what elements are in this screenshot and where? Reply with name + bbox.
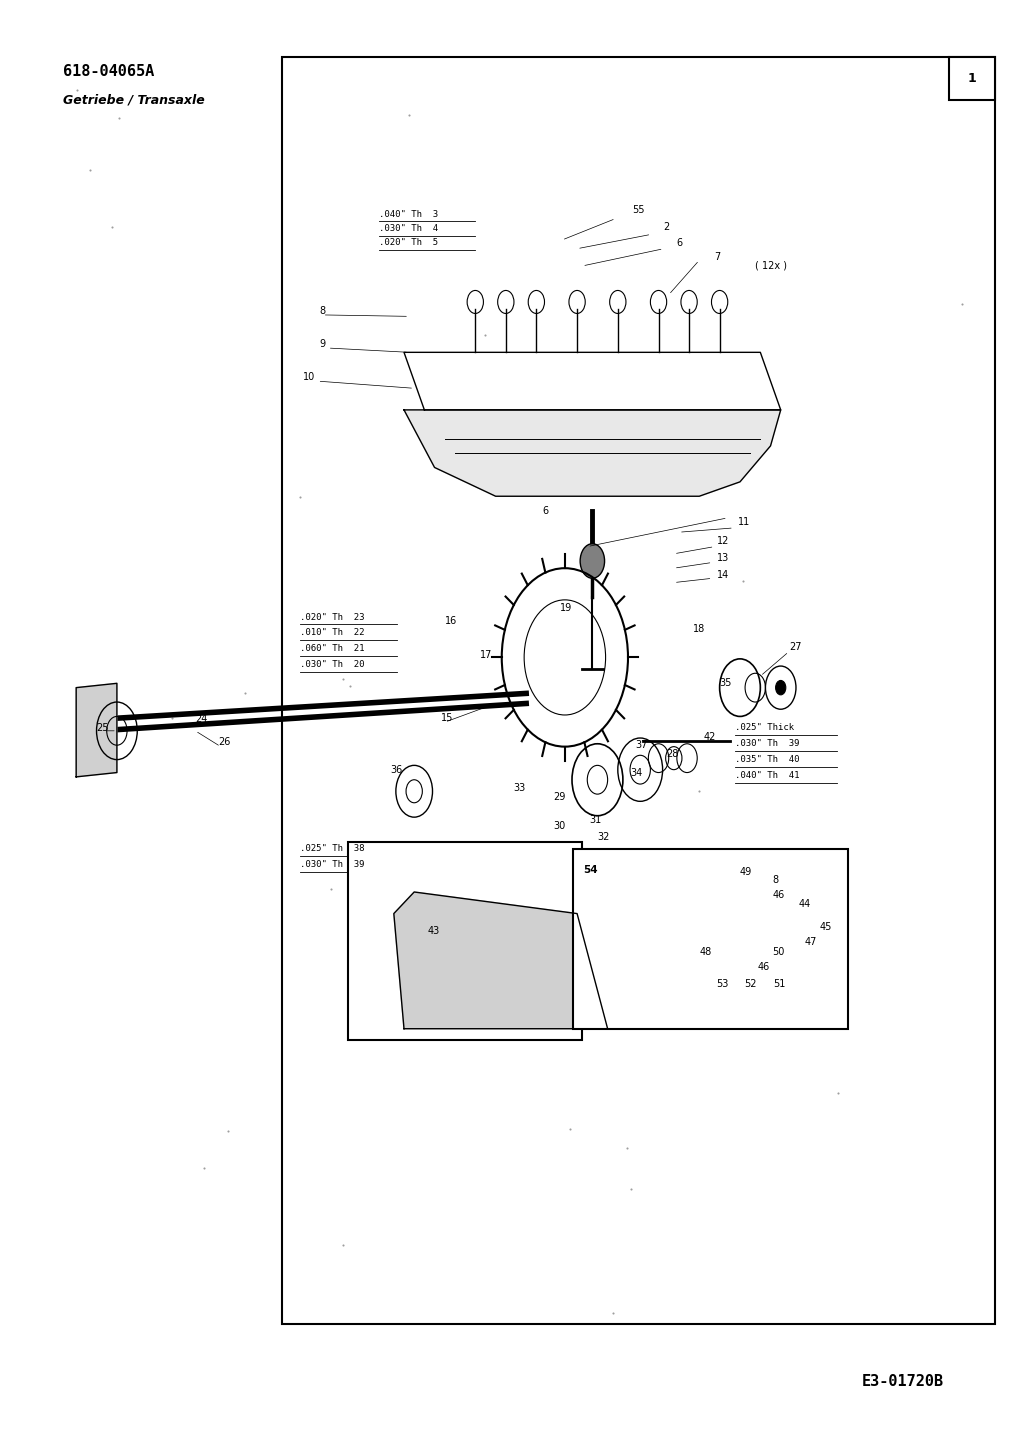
- Text: .025" Th  38: .025" Th 38: [300, 844, 364, 853]
- Text: 31: 31: [589, 815, 602, 825]
- Text: .035" Th  40: .035" Th 40: [735, 756, 800, 764]
- Text: 45: 45: [819, 921, 832, 931]
- Text: .010" Th  22: .010" Th 22: [300, 629, 364, 638]
- Text: 46: 46: [757, 962, 770, 972]
- Text: 16: 16: [445, 616, 457, 626]
- Polygon shape: [404, 352, 781, 410]
- Text: .030" Th  39: .030" Th 39: [300, 860, 364, 869]
- Text: 10: 10: [303, 372, 316, 382]
- Text: .030" Th  20: .030" Th 20: [300, 660, 364, 670]
- Text: 11: 11: [738, 517, 750, 527]
- Text: .030" Th  4: .030" Th 4: [379, 224, 438, 232]
- Text: 29: 29: [554, 792, 566, 802]
- Text: 18: 18: [694, 623, 706, 634]
- Text: 52: 52: [744, 979, 756, 989]
- Text: 14: 14: [716, 571, 729, 580]
- Text: .025" Thick: .025" Thick: [735, 724, 794, 732]
- Text: 17: 17: [480, 649, 492, 660]
- Text: .020" Th  5: .020" Th 5: [379, 238, 438, 247]
- Text: 35: 35: [719, 679, 732, 689]
- Text: .060" Th  21: .060" Th 21: [300, 644, 364, 654]
- Bar: [573, 849, 848, 1029]
- Text: 42: 42: [704, 731, 716, 741]
- Bar: [348, 841, 582, 1040]
- Polygon shape: [76, 683, 117, 777]
- Text: 15: 15: [441, 713, 453, 722]
- Text: .040" Th  3: .040" Th 3: [379, 209, 438, 218]
- Text: 618-04065A: 618-04065A: [63, 64, 154, 80]
- Text: .030" Th  39: .030" Th 39: [735, 740, 800, 748]
- Text: 37: 37: [635, 740, 647, 750]
- Polygon shape: [394, 892, 608, 1029]
- Text: 44: 44: [799, 898, 811, 908]
- Text: 34: 34: [630, 767, 642, 777]
- Text: 19: 19: [559, 603, 572, 613]
- Text: 51: 51: [774, 979, 786, 989]
- Text: 43: 43: [427, 926, 440, 936]
- Text: E3-01720B: E3-01720B: [862, 1373, 944, 1389]
- Text: 36: 36: [391, 764, 404, 774]
- Text: 32: 32: [598, 833, 610, 843]
- Text: .040" Th  41: .040" Th 41: [735, 772, 800, 780]
- Text: 8: 8: [773, 876, 779, 885]
- Text: 49: 49: [740, 867, 752, 876]
- Text: 25: 25: [97, 724, 109, 732]
- Text: Getriebe / Transaxle: Getriebe / Transaxle: [63, 94, 204, 108]
- Text: 27: 27: [788, 642, 802, 652]
- Text: 28: 28: [667, 748, 679, 758]
- Text: 48: 48: [700, 947, 711, 958]
- Text: 54: 54: [583, 866, 598, 875]
- Bar: [282, 57, 995, 1324]
- Text: 26: 26: [219, 737, 231, 747]
- Text: ( 12x ): ( 12x ): [755, 262, 787, 270]
- Text: 53: 53: [716, 979, 729, 989]
- Text: 1: 1: [968, 73, 976, 86]
- Text: 13: 13: [716, 554, 729, 564]
- Circle shape: [776, 680, 785, 695]
- Text: 30: 30: [554, 821, 566, 831]
- Text: 9: 9: [320, 339, 326, 349]
- Text: 6: 6: [677, 238, 683, 248]
- Circle shape: [580, 543, 605, 578]
- Text: 7: 7: [714, 253, 720, 263]
- Text: 33: 33: [513, 783, 525, 793]
- Text: 8: 8: [320, 305, 326, 315]
- Text: 47: 47: [804, 937, 816, 947]
- Text: 12: 12: [716, 536, 729, 546]
- Text: 2: 2: [664, 222, 670, 232]
- Text: 50: 50: [773, 947, 785, 958]
- Text: 6: 6: [543, 506, 549, 516]
- Text: 24: 24: [195, 715, 207, 724]
- Polygon shape: [404, 410, 781, 497]
- Text: 55: 55: [632, 205, 645, 215]
- Text: .020" Th  23: .020" Th 23: [300, 613, 364, 622]
- Bar: [948, 57, 995, 100]
- Text: 46: 46: [773, 889, 784, 899]
